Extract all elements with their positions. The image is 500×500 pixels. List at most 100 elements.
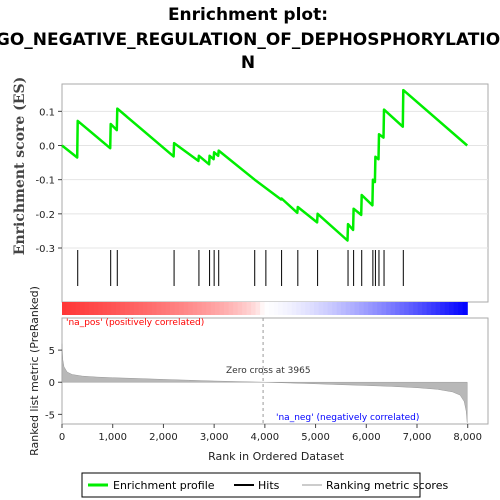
color-bar-segment <box>188 302 194 315</box>
color-bar-segment <box>183 302 189 315</box>
x-axis: 0 1,000 2,000 3,000 4,000 5,000 6,000 7,000 8,00… <box>59 424 482 443</box>
color-bar-segment <box>444 302 450 315</box>
color-bar-segment <box>296 302 302 315</box>
color-bar-segment <box>120 302 126 315</box>
color-bar-segment <box>84 302 90 315</box>
color-bar-segment <box>201 302 207 315</box>
color-bar-segment <box>341 302 347 315</box>
color-bar-segment <box>170 302 176 315</box>
rank-y-tick-label: 5 <box>49 346 55 357</box>
x-tick-label: 4,000 <box>251 432 280 443</box>
color-bar-segment <box>440 302 446 315</box>
color-bar-segment <box>242 302 248 315</box>
color-bar-segment <box>449 302 455 315</box>
color-bar-segment <box>422 302 428 315</box>
color-bar-segment <box>413 302 419 315</box>
chart-title-line-2: GO_NEGATIVE_REGULATION_OF_DEPHOSPHORYLAT… <box>0 30 500 50</box>
color-bar-segment <box>273 302 279 315</box>
color-bar-segment <box>264 302 270 315</box>
color-bar-segment <box>453 302 459 315</box>
color-bar-segment <box>93 302 99 315</box>
color-bar-segment <box>179 302 185 315</box>
color-bar-segment <box>314 302 320 315</box>
color-bar-segment <box>408 302 414 315</box>
color-bar-segment <box>282 302 288 315</box>
x-tick-label: 5,000 <box>301 432 330 443</box>
color-bar-segment <box>71 302 77 315</box>
color-bar-segment <box>269 302 275 315</box>
color-bar-segment <box>147 302 153 315</box>
chart-title-line-3: N <box>241 53 255 73</box>
color-bar-segment <box>404 302 410 315</box>
es-gridlines <box>62 110 488 249</box>
color-bar-segment <box>62 302 68 315</box>
hit-markers <box>77 250 404 286</box>
hits-panel-frame <box>61 247 489 303</box>
positive-correlation-label: 'na_pos' (positively correlated) <box>66 318 204 328</box>
color-bar-segment <box>152 302 158 315</box>
x-tick-label: 0 <box>59 432 65 443</box>
color-bar-segment <box>435 302 441 315</box>
color-bar-segment <box>300 302 306 315</box>
color-bar-segment <box>386 302 392 315</box>
color-bar-segment <box>197 302 203 315</box>
x-tick-label: 8,000 <box>453 432 482 443</box>
legend-hits-label: Hits <box>258 479 280 492</box>
color-bar-segment <box>111 302 117 315</box>
color-bar-segment <box>255 302 261 315</box>
color-bar-segment <box>219 302 225 315</box>
x-tick-label: 7,000 <box>403 432 432 443</box>
color-bar-segment <box>381 302 387 315</box>
color-bar-segment <box>368 302 374 315</box>
color-bar-segment <box>327 302 333 315</box>
color-bar-segment <box>246 302 252 315</box>
color-bar-segment <box>138 302 144 315</box>
color-bar-segment <box>89 302 95 315</box>
x-tick-label: 1,000 <box>98 432 127 443</box>
es-y-tick-label: -0.2 <box>35 210 55 221</box>
color-bar-segment <box>174 302 180 315</box>
x-tick-label: 3,000 <box>200 432 229 443</box>
rank-y-axis-label: Ranked list metric (PreRanked) <box>28 286 41 456</box>
color-bar-segment <box>134 302 140 315</box>
x-axis-label: Rank in Ordered Dataset <box>208 450 345 463</box>
ranking-metric-area <box>61 343 468 423</box>
color-bar-segment <box>251 302 257 315</box>
rank-y-tick-label: 0 <box>49 378 55 389</box>
color-bar-segment <box>102 302 108 315</box>
color-bar-segment <box>323 302 329 315</box>
zero-cross-label: Zero cross at 3965 <box>226 366 311 376</box>
x-tick-label: 6,000 <box>352 432 381 443</box>
color-bar-segment <box>210 302 216 315</box>
color-bar-segment <box>278 302 284 315</box>
rank-panel-frame <box>61 317 489 425</box>
color-bar-segment <box>129 302 135 315</box>
color-bar-segment <box>458 302 464 315</box>
color-bar-segment <box>291 302 297 315</box>
color-bar-segment <box>305 302 311 315</box>
color-bar-segment <box>75 302 81 315</box>
color-bar-segment <box>260 302 266 315</box>
color-bar-segment <box>350 302 356 315</box>
color-bar-segment <box>215 302 221 315</box>
chart-title-line-1: Enrichment plot: <box>168 5 328 25</box>
es-y-tick-label: 0.0 <box>39 142 55 153</box>
legend-ranking-label: Ranking metric scores <box>326 479 448 492</box>
x-tick-label: 2,000 <box>149 432 178 443</box>
color-bar-segment <box>66 302 72 315</box>
color-bar-segment <box>233 302 239 315</box>
color-bar-segment <box>165 302 171 315</box>
color-bar-segment <box>224 302 230 315</box>
color-bar-segment <box>98 302 104 315</box>
color-bar-segment <box>80 302 86 315</box>
color-bar-segment <box>336 302 342 315</box>
color-bar-segment <box>309 302 315 315</box>
color-bar-segment <box>206 302 212 315</box>
rank-y-tick-label: -5 <box>45 410 55 421</box>
es-y-axis: 0.1 0.0 -0.1 -0.2 -0.3 <box>35 107 62 255</box>
ranking-color-bar <box>62 302 468 315</box>
color-bar-segment <box>395 302 401 315</box>
ranking-metric-series <box>61 318 468 424</box>
color-bar-segment <box>287 302 293 315</box>
color-bar-segment <box>228 302 234 315</box>
